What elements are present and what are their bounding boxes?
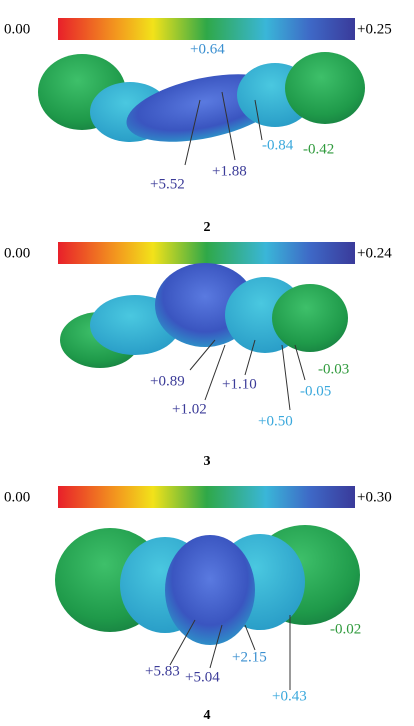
annotation: -0.84 [262,137,294,153]
annotation: -0.42 [303,141,334,157]
annotation: +0.43 [272,688,307,704]
scale-min: 0.00 [4,21,30,37]
color-scale [58,18,355,40]
scale-min: 0.00 [4,489,30,505]
annotation: +5.83 [145,663,180,679]
annotation: -0.03 [318,361,349,377]
compound-number: 2 [204,220,211,235]
color-scale [58,486,355,508]
molecule-surface [60,263,348,368]
scale-max: +0.24 [357,245,392,261]
annotation: +0.50 [258,413,293,429]
annotation: +1.02 [172,401,207,417]
annotation: +5.04 [185,669,220,685]
annotation: +1.88 [212,163,247,179]
annotation: -0.02 [330,621,361,637]
scale-max: +0.30 [357,489,392,505]
annotation: +1.10 [222,376,257,392]
annotation: +0.89 [150,373,185,389]
molecule-surface [55,525,360,645]
annotation: -0.05 [300,383,331,399]
compound-number: 4 [204,708,211,723]
annotation: +2.15 [232,649,267,665]
annotation: +5.52 [150,176,185,192]
annotation: +0.64 [190,41,225,57]
scale-max: +0.25 [357,21,392,37]
scale-min: 0.00 [4,245,30,261]
compound-number: 3 [204,454,211,469]
molecule-surface [38,52,365,142]
color-scale [58,242,355,264]
